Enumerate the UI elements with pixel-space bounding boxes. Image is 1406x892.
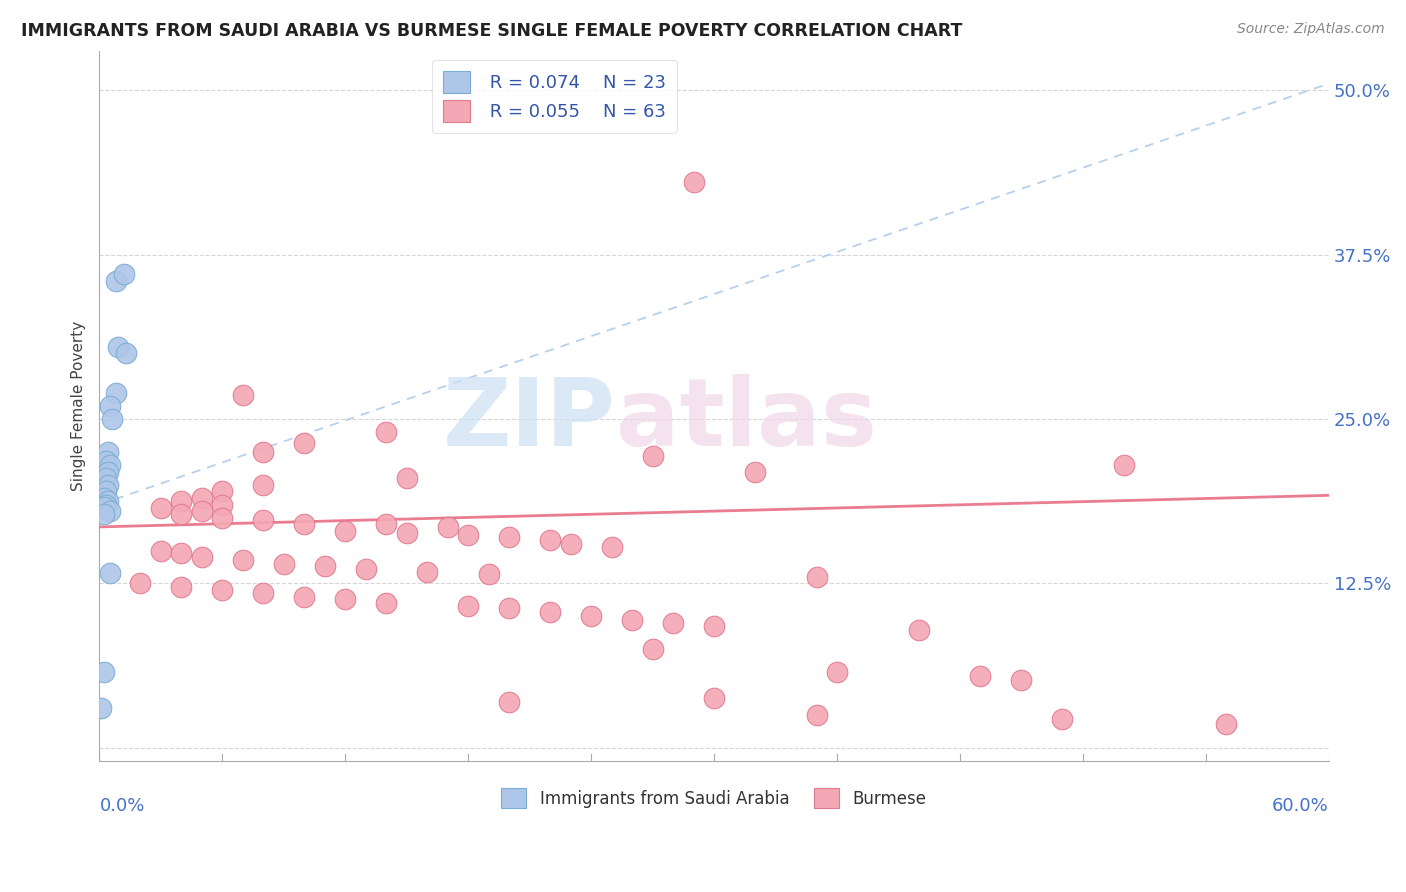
Point: [1010, 673, 1032, 687]
Point: [170, 493, 193, 508]
Point: [1052, 712, 1074, 726]
Legend: Immigrants from Saudi Arabia, Burmese: Immigrants from Saudi Arabia, Burmese: [494, 780, 935, 817]
Point: [97, 445, 120, 459]
Point: [395, 526, 418, 541]
Point: [292, 517, 315, 532]
Point: [98, 399, 121, 413]
Point: [252, 513, 274, 527]
Point: [94, 498, 117, 512]
Point: [100, 412, 122, 426]
Point: [211, 582, 233, 597]
Point: [436, 520, 458, 534]
Point: [600, 540, 623, 554]
Point: [703, 690, 725, 705]
Point: [97, 478, 120, 492]
Point: [292, 590, 315, 604]
Point: [375, 517, 398, 532]
Point: [129, 576, 152, 591]
Point: [98, 504, 121, 518]
Y-axis label: Single Female Poverty: Single Female Poverty: [72, 321, 86, 491]
Point: [335, 524, 357, 538]
Point: [93, 507, 115, 521]
Point: [641, 642, 664, 657]
Point: [621, 613, 644, 627]
Point: [94, 471, 117, 485]
Point: [498, 531, 520, 545]
Point: [969, 668, 991, 682]
Text: atlas: atlas: [616, 374, 877, 467]
Text: 60.0%: 60.0%: [1272, 797, 1329, 814]
Point: [252, 585, 274, 599]
Point: [107, 340, 129, 354]
Point: [908, 623, 931, 637]
Point: [744, 465, 766, 479]
Point: [457, 528, 479, 542]
Point: [560, 537, 582, 551]
Point: [93, 665, 115, 679]
Point: [252, 445, 274, 459]
Point: [662, 615, 685, 630]
Point: [335, 592, 357, 607]
Point: [498, 695, 520, 709]
Point: [478, 567, 501, 582]
Point: [457, 599, 479, 613]
Point: [354, 562, 377, 576]
Point: [375, 425, 398, 440]
Point: [395, 471, 418, 485]
Point: [97, 493, 120, 508]
Point: [112, 268, 135, 282]
Point: [115, 346, 138, 360]
Text: 0.0%: 0.0%: [100, 797, 145, 814]
Point: [93, 500, 115, 515]
Point: [211, 498, 233, 512]
Point: [93, 491, 115, 505]
Point: [806, 570, 828, 584]
Point: [90, 701, 112, 715]
Point: [170, 507, 193, 521]
Text: IMMIGRANTS FROM SAUDI ARABIA VS BURMESE SINGLE FEMALE POVERTY CORRELATION CHART: IMMIGRANTS FROM SAUDI ARABIA VS BURMESE …: [21, 22, 963, 40]
Point: [94, 484, 117, 499]
Point: [579, 609, 602, 624]
Point: [641, 449, 664, 463]
Point: [211, 510, 233, 524]
Point: [149, 543, 172, 558]
Point: [97, 465, 120, 479]
Point: [191, 491, 214, 505]
Point: [1215, 717, 1237, 731]
Point: [314, 559, 336, 574]
Point: [211, 484, 233, 499]
Point: [232, 553, 254, 567]
Text: Source: ZipAtlas.com: Source: ZipAtlas.com: [1237, 22, 1385, 37]
Point: [703, 618, 725, 632]
Point: [104, 385, 127, 400]
Point: [98, 458, 121, 472]
Point: [538, 606, 561, 620]
Point: [292, 435, 315, 450]
Point: [1112, 458, 1135, 472]
Point: [232, 388, 254, 402]
Point: [375, 596, 398, 610]
Point: [94, 454, 117, 468]
Point: [416, 565, 439, 579]
Point: [538, 533, 561, 547]
Point: [682, 175, 704, 189]
Point: [825, 665, 848, 679]
Point: [252, 478, 274, 492]
Point: [273, 557, 295, 571]
Point: [170, 581, 193, 595]
Point: [170, 546, 193, 560]
Text: ZIP: ZIP: [443, 374, 616, 467]
Point: [191, 504, 214, 518]
Point: [806, 708, 828, 723]
Point: [191, 550, 214, 565]
Point: [98, 566, 121, 580]
Point: [104, 274, 127, 288]
Point: [149, 501, 172, 516]
Point: [498, 601, 520, 615]
